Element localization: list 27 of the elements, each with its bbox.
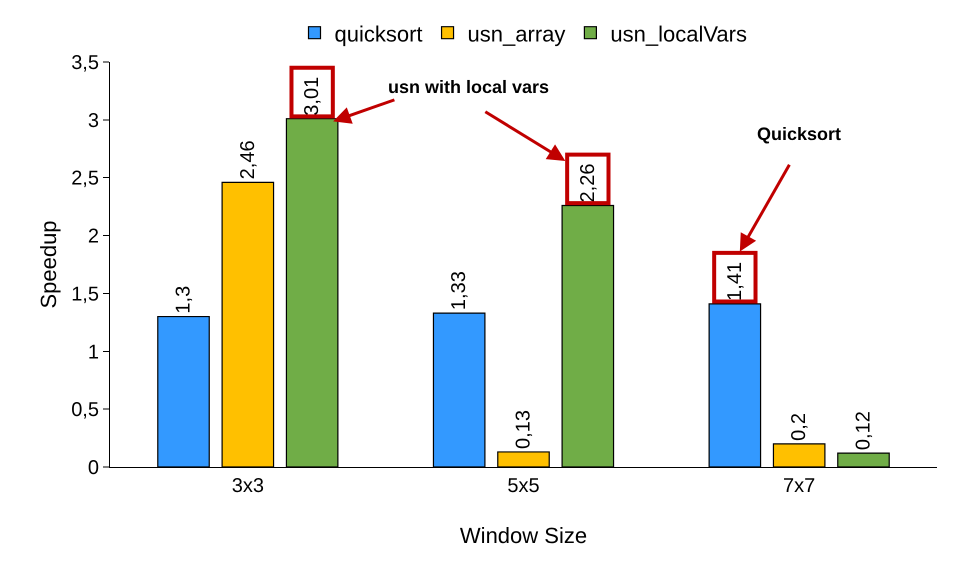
legend-label: quicksort xyxy=(334,21,423,46)
y-tick-label: 0 xyxy=(88,457,99,479)
data-label: 2,26 xyxy=(576,164,599,202)
x-tick-label: 5x5 xyxy=(507,475,540,497)
data-label: 1,3 xyxy=(172,286,195,314)
y-tick-label: 0,5 xyxy=(71,399,99,422)
y-axis-title: Speedup xyxy=(36,220,61,309)
x-tick-label: 7x7 xyxy=(783,475,816,497)
data-label: 2,46 xyxy=(236,140,259,180)
y-tick-label: 3 xyxy=(88,110,99,132)
y-tick-label: 2 xyxy=(88,226,99,248)
y-tick-label: 2,5 xyxy=(71,168,99,190)
annotation: usn with local vars xyxy=(388,77,550,97)
data-label: 0,12 xyxy=(852,411,874,450)
data-label: 0,2 xyxy=(788,413,810,441)
y-tick-label: 1 xyxy=(88,341,99,364)
annotation: Quicksort xyxy=(757,124,842,144)
data-label: 1,41 xyxy=(724,262,746,301)
x-axis-title: Window Size xyxy=(460,523,588,548)
legend-label: usn_array xyxy=(468,21,566,46)
data-label: 1,33 xyxy=(448,271,470,310)
data-label: 3,01 xyxy=(301,76,324,116)
y-tick-label: 3,5 xyxy=(71,52,99,74)
legend-label: usn_localVars xyxy=(610,21,747,46)
y-tick-label: 1,5 xyxy=(71,283,99,306)
data-label: 0,13 xyxy=(512,410,534,449)
x-tick-label: 3x3 xyxy=(232,475,264,497)
